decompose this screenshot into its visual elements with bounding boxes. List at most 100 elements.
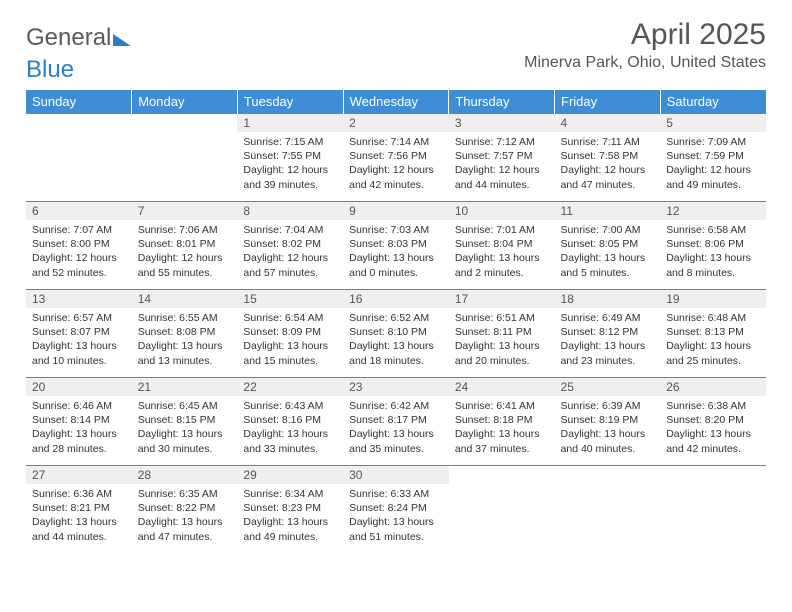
location-subtitle: Minerva Park, Ohio, United States bbox=[524, 54, 766, 72]
day-number: 30 bbox=[343, 466, 449, 484]
day-number bbox=[132, 114, 238, 132]
day-details: Sunrise: 6:42 AMSunset: 8:17 PMDaylight:… bbox=[343, 396, 449, 462]
weekday-header-row: SundayMondayTuesdayWednesdayThursdayFrid… bbox=[26, 90, 766, 114]
day-number bbox=[26, 114, 132, 132]
logo: General bbox=[26, 24, 135, 52]
day-details: Sunrise: 6:45 AMSunset: 8:15 PMDaylight:… bbox=[132, 396, 238, 462]
day-number: 4 bbox=[555, 114, 661, 132]
day-number: 10 bbox=[449, 202, 555, 220]
day-detail-line: Sunrise: 6:33 AM bbox=[349, 487, 443, 501]
day-detail-line: and 52 minutes. bbox=[32, 266, 126, 280]
day-details: Sunrise: 6:43 AMSunset: 8:16 PMDaylight:… bbox=[237, 396, 343, 462]
day-details: Sunrise: 7:12 AMSunset: 7:57 PMDaylight:… bbox=[449, 132, 555, 198]
day-detail-line: and 40 minutes. bbox=[561, 442, 655, 456]
day-details: Sunrise: 7:15 AMSunset: 7:55 PMDaylight:… bbox=[237, 132, 343, 198]
day-details: Sunrise: 7:01 AMSunset: 8:04 PMDaylight:… bbox=[449, 220, 555, 286]
calendar-cell: 26Sunrise: 6:38 AMSunset: 8:20 PMDayligh… bbox=[660, 378, 766, 466]
day-detail-line: and 20 minutes. bbox=[455, 354, 549, 368]
day-number: 26 bbox=[660, 378, 766, 396]
day-number: 9 bbox=[343, 202, 449, 220]
calendar-cell bbox=[660, 466, 766, 554]
day-detail-line: Daylight: 12 hours bbox=[243, 163, 337, 177]
day-detail-line: Sunrise: 7:09 AM bbox=[666, 135, 760, 149]
day-details: Sunrise: 7:09 AMSunset: 7:59 PMDaylight:… bbox=[660, 132, 766, 198]
day-detail-line: Sunrise: 6:39 AM bbox=[561, 399, 655, 413]
day-detail-line: Sunset: 8:17 PM bbox=[349, 413, 443, 427]
day-details: Sunrise: 7:11 AMSunset: 7:58 PMDaylight:… bbox=[555, 132, 661, 198]
calendar-cell: 29Sunrise: 6:34 AMSunset: 8:23 PMDayligh… bbox=[237, 466, 343, 554]
day-details: Sunrise: 6:51 AMSunset: 8:11 PMDaylight:… bbox=[449, 308, 555, 374]
day-detail-line: Sunrise: 7:00 AM bbox=[561, 223, 655, 237]
day-detail-line: Sunset: 8:04 PM bbox=[455, 237, 549, 251]
day-number: 24 bbox=[449, 378, 555, 396]
calendar-cell: 2Sunrise: 7:14 AMSunset: 7:56 PMDaylight… bbox=[343, 114, 449, 202]
day-detail-line: Sunrise: 7:07 AM bbox=[32, 223, 126, 237]
day-detail-line: and 30 minutes. bbox=[138, 442, 232, 456]
day-details: Sunrise: 6:35 AMSunset: 8:22 PMDaylight:… bbox=[132, 484, 238, 550]
day-details: Sunrise: 7:14 AMSunset: 7:56 PMDaylight:… bbox=[343, 132, 449, 198]
calendar-cell: 13Sunrise: 6:57 AMSunset: 8:07 PMDayligh… bbox=[26, 290, 132, 378]
page-title: April 2025 bbox=[524, 18, 766, 52]
day-detail-line: Sunrise: 6:42 AM bbox=[349, 399, 443, 413]
day-detail-line: and 51 minutes. bbox=[349, 530, 443, 544]
day-detail-line: Daylight: 13 hours bbox=[666, 339, 760, 353]
day-detail-line: Daylight: 12 hours bbox=[349, 163, 443, 177]
day-detail-line: and 8 minutes. bbox=[666, 266, 760, 280]
day-detail-line: and 55 minutes. bbox=[138, 266, 232, 280]
day-details: Sunrise: 6:52 AMSunset: 8:10 PMDaylight:… bbox=[343, 308, 449, 374]
day-detail-line: Daylight: 13 hours bbox=[138, 515, 232, 529]
day-detail-line: and 47 minutes. bbox=[561, 178, 655, 192]
day-detail-line: and 35 minutes. bbox=[349, 442, 443, 456]
day-detail-line: and 49 minutes. bbox=[243, 530, 337, 544]
day-detail-line: Sunrise: 7:15 AM bbox=[243, 135, 337, 149]
day-detail-line: and 39 minutes. bbox=[243, 178, 337, 192]
calendar-cell: 10Sunrise: 7:01 AMSunset: 8:04 PMDayligh… bbox=[449, 202, 555, 290]
day-number: 8 bbox=[237, 202, 343, 220]
calendar-cell: 21Sunrise: 6:45 AMSunset: 8:15 PMDayligh… bbox=[132, 378, 238, 466]
day-details: Sunrise: 7:07 AMSunset: 8:00 PMDaylight:… bbox=[26, 220, 132, 286]
calendar-cell: 12Sunrise: 6:58 AMSunset: 8:06 PMDayligh… bbox=[660, 202, 766, 290]
day-detail-line: and 5 minutes. bbox=[561, 266, 655, 280]
day-detail-line: Daylight: 12 hours bbox=[243, 251, 337, 265]
day-details: Sunrise: 7:04 AMSunset: 8:02 PMDaylight:… bbox=[237, 220, 343, 286]
calendar-cell bbox=[132, 114, 238, 202]
day-detail-line: Sunset: 8:11 PM bbox=[455, 325, 549, 339]
day-number: 14 bbox=[132, 290, 238, 308]
day-detail-line: Sunset: 8:09 PM bbox=[243, 325, 337, 339]
day-number bbox=[555, 466, 661, 484]
day-detail-line: Sunrise: 7:06 AM bbox=[138, 223, 232, 237]
day-detail-line: Sunrise: 6:55 AM bbox=[138, 311, 232, 325]
day-detail-line: Sunset: 8:24 PM bbox=[349, 501, 443, 515]
day-details: Sunrise: 6:34 AMSunset: 8:23 PMDaylight:… bbox=[237, 484, 343, 550]
day-number: 13 bbox=[26, 290, 132, 308]
day-number: 29 bbox=[237, 466, 343, 484]
day-detail-line: Sunset: 8:01 PM bbox=[138, 237, 232, 251]
day-detail-line: Sunrise: 7:14 AM bbox=[349, 135, 443, 149]
day-detail-line: Daylight: 13 hours bbox=[561, 251, 655, 265]
day-number: 17 bbox=[449, 290, 555, 308]
calendar-cell: 25Sunrise: 6:39 AMSunset: 8:19 PMDayligh… bbox=[555, 378, 661, 466]
day-detail-line: Daylight: 13 hours bbox=[455, 339, 549, 353]
day-detail-line: Sunrise: 6:57 AM bbox=[32, 311, 126, 325]
calendar-cell: 15Sunrise: 6:54 AMSunset: 8:09 PMDayligh… bbox=[237, 290, 343, 378]
day-number: 23 bbox=[343, 378, 449, 396]
day-detail-line: Daylight: 13 hours bbox=[561, 339, 655, 353]
calendar-cell: 23Sunrise: 6:42 AMSunset: 8:17 PMDayligh… bbox=[343, 378, 449, 466]
weekday-header: Sunday bbox=[26, 90, 132, 114]
day-number: 6 bbox=[26, 202, 132, 220]
weekday-header: Wednesday bbox=[343, 90, 449, 114]
day-detail-line: and 0 minutes. bbox=[349, 266, 443, 280]
day-detail-line: Sunrise: 6:43 AM bbox=[243, 399, 337, 413]
day-number: 15 bbox=[237, 290, 343, 308]
calendar-week-row: 20Sunrise: 6:46 AMSunset: 8:14 PMDayligh… bbox=[26, 378, 766, 466]
day-detail-line: Sunset: 8:13 PM bbox=[666, 325, 760, 339]
day-detail-line: Sunrise: 6:46 AM bbox=[32, 399, 126, 413]
calendar-cell: 30Sunrise: 6:33 AMSunset: 8:24 PMDayligh… bbox=[343, 466, 449, 554]
day-detail-line: Daylight: 13 hours bbox=[138, 427, 232, 441]
day-number: 11 bbox=[555, 202, 661, 220]
day-detail-line: Sunrise: 6:41 AM bbox=[455, 399, 549, 413]
calendar-cell bbox=[449, 466, 555, 554]
logo-text-gray: General bbox=[26, 24, 111, 52]
day-detail-line: and 37 minutes. bbox=[455, 442, 549, 456]
day-detail-line: Sunrise: 6:34 AM bbox=[243, 487, 337, 501]
